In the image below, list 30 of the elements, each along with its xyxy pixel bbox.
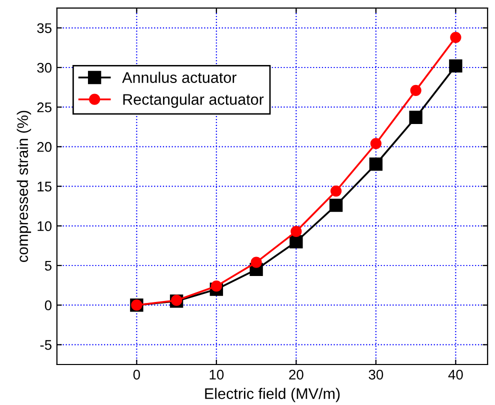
y-tick-label: -5 [40,340,52,350]
legend-label: Rectangular actuator [123,94,264,108]
point [369,158,383,171]
point [410,84,422,96]
point [330,185,342,197]
x-tick-label: 10 [210,370,224,380]
y-axis-title: compressed strain (%) [16,110,32,262]
x-tick-label: 40 [448,370,463,380]
y-tick-label: 35 [37,23,52,34]
point [329,198,343,212]
point [290,235,303,248]
legend-label: Annulus actuator [122,72,236,83]
point [290,226,302,237]
y-tick-label: 20 [37,142,52,152]
y-tick-label: 0 [44,300,52,310]
x-tick-label: 30 [368,370,384,380]
x-tick-label: 20 [289,370,304,380]
y-tick-label: 30 [37,62,52,73]
point [370,138,382,150]
y-tick-label: 15 [38,182,52,192]
point [450,32,462,43]
x-tick-label: 0 [133,370,140,380]
point [409,110,422,124]
point [210,280,222,292]
y-tick-label: 25 [37,102,52,112]
point [250,256,262,268]
point [449,59,462,73]
y-tick-label: 5 [44,260,52,271]
x-axis-title: Electric field (MV/m) [205,388,340,402]
y-tick-label: 10 [38,221,52,232]
